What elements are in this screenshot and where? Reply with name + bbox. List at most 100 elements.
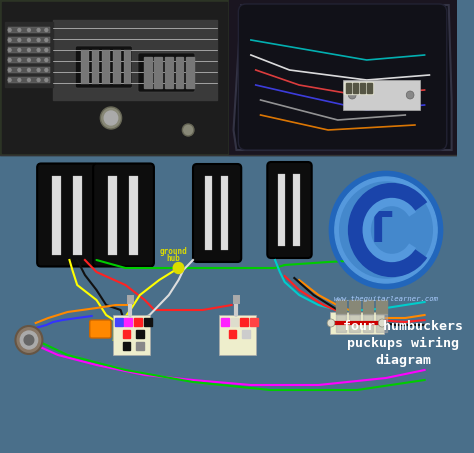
Bar xyxy=(346,83,351,93)
Ellipse shape xyxy=(8,78,11,82)
Ellipse shape xyxy=(37,58,40,62)
Bar xyxy=(279,174,285,246)
Bar xyxy=(129,175,138,255)
Bar xyxy=(53,20,217,100)
Bar xyxy=(165,57,173,88)
Ellipse shape xyxy=(18,48,21,52)
Ellipse shape xyxy=(27,39,30,42)
Bar xyxy=(186,57,194,88)
FancyBboxPatch shape xyxy=(193,164,241,262)
Bar xyxy=(8,47,50,53)
Ellipse shape xyxy=(18,29,21,32)
Bar xyxy=(363,314,374,332)
Bar xyxy=(363,300,374,314)
Bar xyxy=(293,174,300,246)
Ellipse shape xyxy=(100,107,122,129)
Bar xyxy=(113,50,120,84)
Bar xyxy=(102,50,110,84)
Bar xyxy=(125,318,132,326)
Bar xyxy=(353,83,358,93)
Bar xyxy=(2,2,227,153)
Ellipse shape xyxy=(27,58,30,62)
Text: hub: hub xyxy=(167,254,181,263)
Ellipse shape xyxy=(16,326,43,354)
Ellipse shape xyxy=(27,29,30,32)
FancyBboxPatch shape xyxy=(93,164,154,266)
Ellipse shape xyxy=(173,262,184,274)
Bar xyxy=(108,175,117,255)
FancyBboxPatch shape xyxy=(75,46,132,88)
Ellipse shape xyxy=(348,91,356,99)
Ellipse shape xyxy=(8,39,11,42)
Text: diagram: diagram xyxy=(375,354,431,367)
Text: www.theguitarlearner.com: www.theguitarlearner.com xyxy=(334,296,438,302)
Bar xyxy=(115,318,123,326)
FancyBboxPatch shape xyxy=(267,162,312,258)
Ellipse shape xyxy=(331,173,441,287)
Text: ground: ground xyxy=(160,247,188,256)
Polygon shape xyxy=(234,5,452,150)
Bar xyxy=(176,57,183,88)
Bar xyxy=(376,314,387,332)
Bar xyxy=(124,50,131,84)
Text: T: T xyxy=(364,209,392,251)
Bar xyxy=(8,77,50,83)
Bar xyxy=(228,0,457,155)
Ellipse shape xyxy=(20,331,37,349)
Ellipse shape xyxy=(104,111,118,125)
Bar xyxy=(8,27,50,33)
Bar xyxy=(134,318,142,326)
Ellipse shape xyxy=(45,39,48,42)
Bar xyxy=(123,330,130,338)
Ellipse shape xyxy=(18,68,21,72)
Ellipse shape xyxy=(182,124,194,136)
Bar xyxy=(219,315,255,355)
Bar xyxy=(8,57,50,63)
FancyBboxPatch shape xyxy=(238,4,447,150)
Bar xyxy=(349,314,360,332)
Ellipse shape xyxy=(8,29,11,32)
Bar xyxy=(250,318,258,326)
Bar xyxy=(240,318,248,326)
Bar xyxy=(205,176,212,250)
Ellipse shape xyxy=(37,78,40,82)
Ellipse shape xyxy=(37,39,40,42)
Ellipse shape xyxy=(24,335,34,345)
Bar xyxy=(360,83,365,93)
Ellipse shape xyxy=(27,48,30,52)
FancyBboxPatch shape xyxy=(37,164,98,266)
Bar xyxy=(91,50,100,84)
Bar xyxy=(231,318,238,326)
Bar xyxy=(8,37,50,43)
Bar xyxy=(136,330,144,338)
Ellipse shape xyxy=(37,68,40,72)
Text: puckups wiring: puckups wiring xyxy=(347,337,459,350)
Ellipse shape xyxy=(340,182,432,278)
Ellipse shape xyxy=(45,58,48,62)
Ellipse shape xyxy=(8,48,11,52)
Bar xyxy=(336,314,346,332)
Bar xyxy=(113,315,150,355)
Bar xyxy=(376,300,387,314)
Ellipse shape xyxy=(8,68,11,72)
Ellipse shape xyxy=(45,29,48,32)
Ellipse shape xyxy=(378,319,386,327)
Ellipse shape xyxy=(18,39,21,42)
Ellipse shape xyxy=(18,58,21,62)
Bar xyxy=(144,318,152,326)
Bar xyxy=(0,155,457,453)
Bar xyxy=(242,330,250,338)
FancyBboxPatch shape xyxy=(138,53,195,92)
Text: four humbuckers: four humbuckers xyxy=(343,320,464,333)
Bar xyxy=(123,342,130,350)
Ellipse shape xyxy=(45,78,48,82)
Ellipse shape xyxy=(406,91,414,99)
Bar xyxy=(5,22,53,87)
Bar xyxy=(221,176,228,250)
Ellipse shape xyxy=(18,78,21,82)
Ellipse shape xyxy=(45,68,48,72)
Bar xyxy=(343,80,420,110)
Bar xyxy=(349,300,360,314)
Ellipse shape xyxy=(27,68,30,72)
Bar xyxy=(330,312,384,334)
